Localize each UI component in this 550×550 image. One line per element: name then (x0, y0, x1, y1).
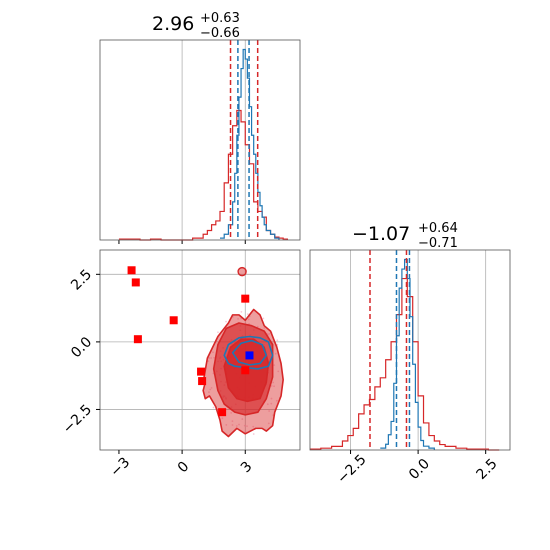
sample-point (272, 381, 275, 384)
sample-point (217, 331, 219, 334)
sample-point (270, 402, 273, 405)
param2-hist-series-1 (380, 258, 435, 450)
sample-point (246, 313, 249, 316)
sample-point (237, 318, 239, 320)
sample-point (241, 418, 244, 420)
sample-point (256, 325, 259, 328)
sample-point (209, 388, 212, 391)
red-marker-point (218, 408, 227, 417)
sample-point (243, 424, 246, 427)
sample-point (270, 385, 273, 387)
sample-point (213, 356, 216, 359)
sample-point (252, 433, 255, 435)
red-marker-point (131, 278, 140, 287)
sample-point (274, 352, 277, 355)
red-marker-point (169, 316, 178, 325)
sample-point (268, 410, 271, 412)
sample-point (238, 423, 240, 426)
sample-point (262, 317, 265, 320)
param1-plot-area (100, 40, 300, 240)
sample-point (240, 310, 243, 313)
sample-point (221, 417, 224, 420)
sample-point (246, 425, 248, 428)
blue-marker-point (245, 351, 254, 360)
red-marker-point (241, 366, 250, 375)
sample-point (275, 399, 278, 402)
sample-point (231, 420, 234, 423)
param2-title-plus: +0.64 (418, 221, 458, 236)
sample-point (212, 351, 214, 354)
sample-point (252, 425, 255, 428)
param1-title-minus: −0.66 (200, 26, 240, 41)
param2-axes-frame (309, 249, 511, 451)
sample-point (270, 397, 273, 400)
sample-point (247, 318, 250, 321)
sample-point (244, 430, 247, 433)
red-marker-point (197, 367, 206, 376)
sample-point (276, 343, 279, 346)
red-marker-point (133, 335, 142, 344)
blue-contour-level-1 (223, 335, 274, 370)
sample-point (230, 412, 233, 414)
sample-point (267, 422, 270, 425)
red-marker-point (127, 266, 136, 275)
blue-contour-level-2 (231, 339, 268, 366)
sample-point (266, 403, 269, 406)
param1-title-plus: +0.63 (200, 11, 240, 26)
sample-point (273, 385, 275, 388)
sample-point (208, 391, 210, 394)
red-marker-point (198, 377, 207, 386)
sample-point (207, 360, 210, 363)
sample-point (276, 339, 279, 342)
sample-point (212, 406, 215, 409)
param1-axes-frame (99, 39, 301, 241)
sample-point (268, 332, 271, 335)
scatter-axes-frame (99, 249, 301, 451)
sample-point (210, 386, 213, 389)
histogram-panel-param1: 2.96 +0.63 −0.66 (99, 11, 301, 244)
sample-point (240, 317, 242, 320)
scatter-panel: −3 0 32.50.0−2.5 (60, 249, 301, 480)
sample-point (273, 364, 276, 367)
red-marker-point (241, 294, 250, 303)
sample-point (263, 327, 266, 329)
red-contour-island (237, 266, 247, 277)
sample-point (231, 424, 234, 426)
sample-point (235, 425, 238, 427)
sample-point (225, 320, 227, 323)
histogram-panel-param2: −1.07 +0.64 −0.71 −2.5 0.0 2.5 (309, 221, 511, 487)
sample-point (225, 424, 228, 426)
param2-title-value: −1.07 (352, 223, 410, 245)
sample-point (277, 370, 280, 373)
param1-title-value: 2.96 (152, 13, 194, 35)
sample-point (210, 357, 213, 359)
sample-point (208, 357, 211, 359)
param2-title-minus: −0.71 (418, 236, 458, 251)
